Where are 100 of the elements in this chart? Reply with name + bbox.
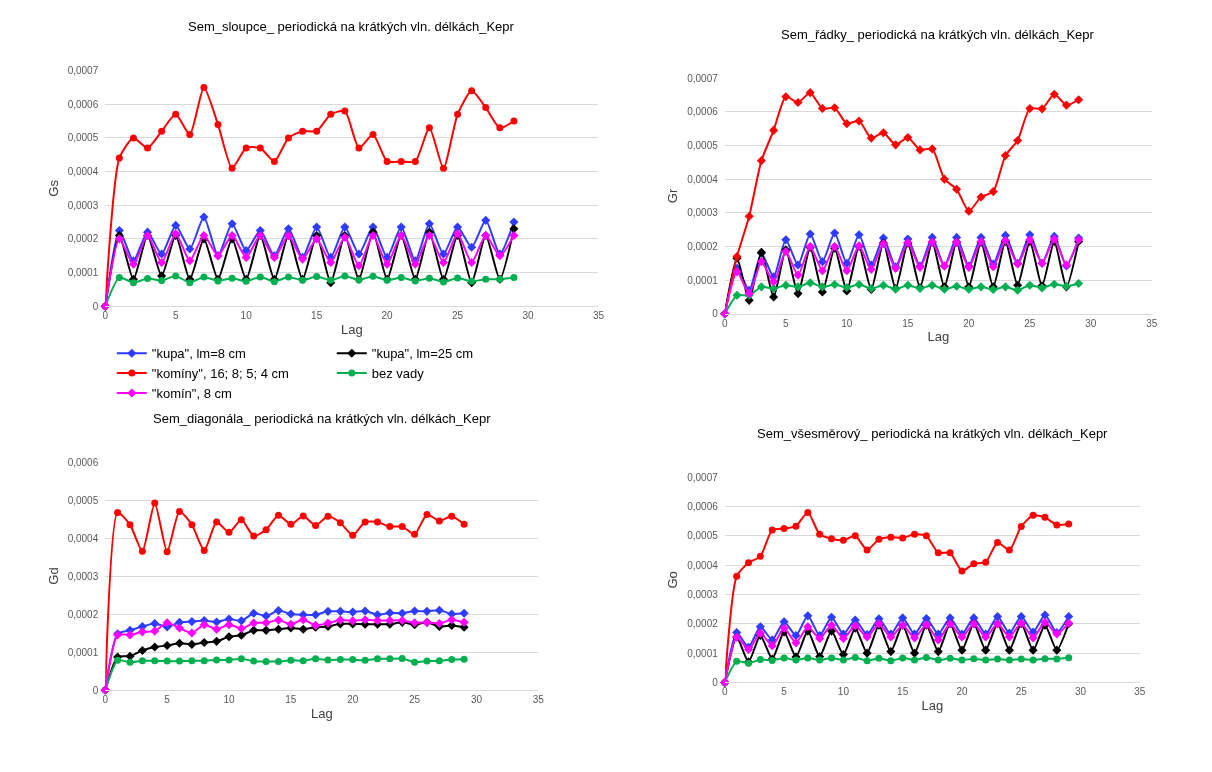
point [875, 654, 883, 662]
point [994, 655, 1002, 663]
point [435, 657, 443, 665]
point [459, 617, 469, 627]
point [866, 133, 876, 143]
point [1040, 610, 1050, 620]
y-tick-label: 0,0002 [67, 233, 99, 245]
y-tick-label: 0,0004 [67, 166, 99, 178]
point [793, 282, 803, 292]
chart-title: Sem_diagonála_ periodická na krátkých vln. délkách_Kepr [153, 411, 492, 426]
point [1053, 521, 1061, 529]
x-tick-label: 10 [223, 694, 235, 705]
point [355, 144, 363, 152]
point [212, 617, 222, 627]
point [199, 212, 209, 222]
point [312, 655, 320, 663]
point [422, 606, 432, 616]
y-tick-label: 0,0004 [67, 532, 99, 544]
point [780, 525, 788, 532]
point [976, 282, 986, 292]
point [411, 658, 419, 666]
point [769, 292, 779, 302]
point [934, 656, 942, 664]
point [372, 615, 383, 626]
point [1013, 135, 1023, 146]
point [899, 534, 907, 542]
x-tick-label: 30 [470, 694, 483, 705]
point [273, 615, 284, 625]
x-axis-title: Lag [921, 698, 944, 713]
point [397, 157, 405, 165]
point [114, 509, 122, 517]
point [213, 656, 221, 664]
point [933, 647, 943, 657]
x-tick-label: 5 [781, 686, 788, 698]
point [323, 618, 333, 628]
point [887, 657, 895, 665]
point [768, 526, 776, 534]
point [934, 549, 942, 557]
point [828, 654, 836, 662]
point [863, 657, 871, 665]
x-tick-label: 10 [841, 317, 853, 329]
point [200, 657, 208, 665]
point [299, 512, 307, 520]
point [323, 606, 333, 616]
point [273, 606, 284, 616]
point [481, 215, 491, 225]
point [249, 618, 259, 628]
point [946, 549, 954, 557]
point [326, 257, 336, 267]
point [447, 615, 457, 625]
point [1017, 655, 1025, 663]
y-tick-label: 0,0006 [67, 98, 99, 110]
y-tick-label: 0,0004 [687, 559, 719, 571]
x-tick-label: 5 [172, 310, 179, 322]
point [187, 628, 197, 638]
point [236, 623, 246, 633]
point [114, 656, 122, 664]
point [994, 539, 1002, 547]
point [988, 187, 998, 197]
point [1016, 611, 1026, 621]
point [138, 657, 146, 665]
point [349, 531, 357, 539]
point [324, 656, 332, 664]
point [1017, 522, 1025, 530]
point [816, 656, 824, 664]
point [176, 507, 183, 515]
point [188, 657, 196, 665]
point [459, 608, 469, 618]
point [187, 617, 197, 627]
point [237, 516, 245, 524]
point [756, 282, 766, 292]
point [199, 637, 209, 648]
point [767, 641, 777, 651]
x-tick-label: 35 [1146, 317, 1158, 329]
point [386, 523, 394, 531]
point [992, 611, 1003, 621]
point [410, 606, 420, 616]
point [382, 259, 392, 269]
x-tick-label: 15 [285, 694, 297, 705]
y-tick-label: 0,0001 [687, 274, 719, 286]
point [114, 234, 124, 244]
point [439, 278, 447, 286]
point [299, 657, 307, 665]
point [227, 230, 237, 241]
point [891, 140, 901, 150]
point [186, 279, 194, 287]
point [349, 656, 357, 664]
point [922, 532, 930, 540]
point [781, 235, 791, 245]
chart-title: Sem_řádky_ periodická na krátkých vln. délkách_Kepr [781, 27, 1095, 42]
point [423, 657, 431, 665]
point [312, 222, 322, 232]
point [151, 657, 159, 665]
point [791, 638, 801, 648]
point [745, 559, 753, 567]
point [298, 624, 308, 634]
point [313, 273, 321, 281]
point [496, 124, 504, 132]
point [1004, 632, 1014, 642]
point [779, 623, 789, 633]
